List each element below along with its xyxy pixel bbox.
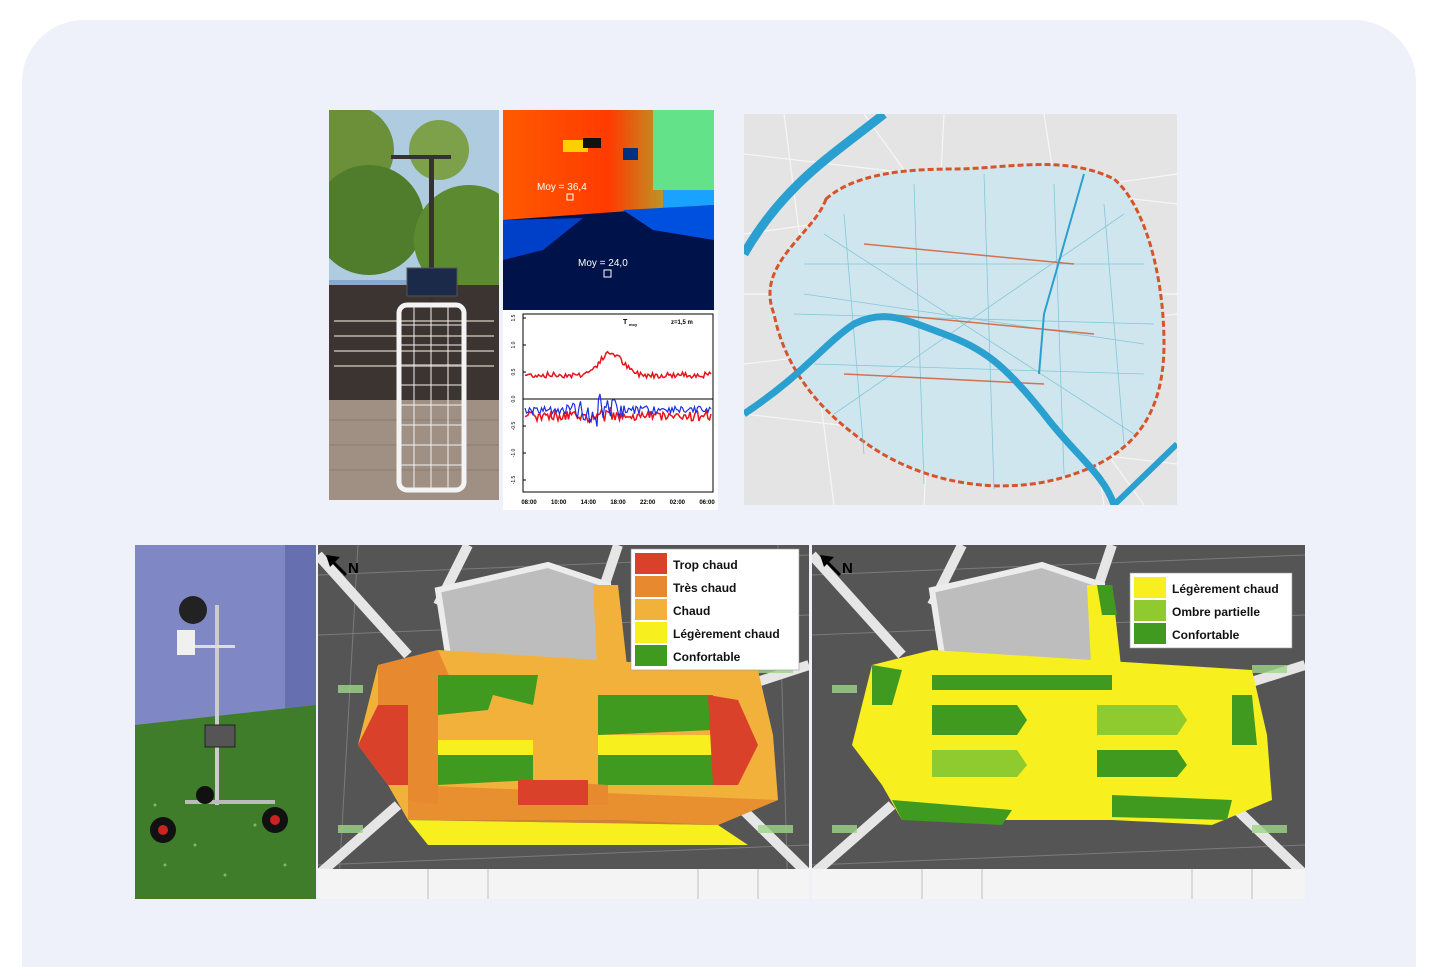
series-b-line — [524, 393, 712, 427]
chart-title: T — [623, 319, 628, 326]
comfort-map-right: N Légèrement chaud Ombre partielle Confort… — [812, 545, 1305, 899]
mobile-sensor-photo — [135, 545, 316, 899]
x-tick-labels: 08:00 10:00 14:00 18:00 22:00 02:00 06:00 — [521, 500, 715, 506]
y-tick-label: -0.5 — [511, 421, 517, 430]
legend-label: Chaud — [673, 604, 710, 618]
x-tick-label: 22:00 — [640, 500, 656, 506]
timeseries-chart: T moy z=1,5 m 1.5 1.0 0.5 0.0 -0.5 -1.0 -1.5 0… — [503, 310, 718, 510]
legend-swatch — [635, 645, 667, 666]
y-tick-label: 0.5 — [511, 368, 517, 375]
river-seine — [744, 313, 1118, 505]
legend-swatch — [635, 622, 667, 643]
y-tick-labels: 1.5 1.0 0.5 0.0 -0.5 -1.0 -1.5 — [511, 314, 526, 484]
map-legend: Trop chaud Très chaud Chaud Légèrement chau… — [630, 548, 800, 671]
north-label: N — [348, 560, 359, 577]
legend-swatch — [635, 576, 667, 597]
map-legend: Légèrement chaud Ombre partielle Confortab… — [1129, 572, 1293, 649]
thermal-label-hot: Moy = 36,4 — [537, 182, 587, 193]
x-tick-label: 06:00 — [699, 500, 715, 506]
y-tick-label: -1.5 — [511, 475, 517, 484]
legend-swatch — [1134, 623, 1166, 644]
thermal-label-cool: Moy = 24,0 — [578, 258, 628, 269]
y-tick-label: -1.0 — [511, 448, 517, 457]
y-tick-label: 0.0 — [511, 395, 517, 402]
series-a-upper-line — [524, 350, 712, 381]
y-tick-label: 1.5 — [511, 314, 517, 321]
legend-label: Ombre partielle — [1172, 605, 1260, 619]
chart-frame — [522, 313, 714, 493]
legend-label: Confortable — [1172, 628, 1240, 642]
legend-swatch — [1134, 577, 1166, 598]
legend-swatch — [1134, 600, 1166, 621]
legend-label: Trop chaud — [673, 558, 738, 572]
x-tick-label: 02:00 — [670, 500, 686, 506]
north-label: N — [842, 560, 853, 577]
legend-label: Très chaud — [673, 581, 736, 595]
x-tick-label: 14:00 — [581, 500, 597, 506]
weather-station-photo — [329, 110, 499, 500]
chart-title-sub: moy — [629, 322, 638, 327]
river-north — [744, 114, 887, 257]
paris-network-map — [744, 114, 1177, 505]
north-arrow: N — [326, 555, 359, 577]
comfort-map-left: N Trop chaud Très chaud Chaud Légèrement ch… — [318, 545, 809, 899]
x-tick-label: 08:00 — [521, 500, 537, 506]
x-tick-label: 18:00 — [610, 500, 626, 506]
y-tick-label: 1.0 — [511, 341, 517, 348]
series-a-lower-line — [524, 406, 712, 424]
thermal-image: Moy = 36,4 Moy = 24,0 — [503, 110, 714, 310]
height-label: z=1,5 m — [671, 320, 693, 326]
x-tick-label: 10:00 — [551, 500, 567, 506]
north-arrow: N — [820, 555, 853, 577]
legend-label: Confortable — [673, 650, 741, 664]
legend-swatch — [635, 553, 667, 574]
legend-label: Légèrement chaud — [673, 627, 780, 641]
legend-label: Légèrement chaud — [1172, 582, 1279, 596]
legend-swatch — [635, 599, 667, 620]
